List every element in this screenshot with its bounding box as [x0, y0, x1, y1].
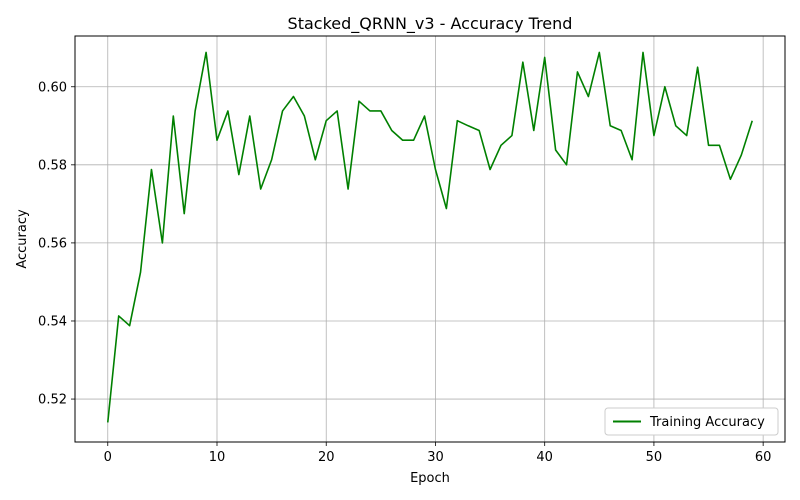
x-axis-label: Epoch [410, 471, 450, 486]
x-tick-label: 0 [104, 450, 112, 465]
x-tick-label: 60 [755, 450, 772, 465]
legend-box [604, 407, 779, 436]
y-tick-label: 0.58 [38, 158, 67, 173]
y-axis-ticks: 0.52 0.54 0.56 0.58 0.60 [38, 80, 75, 408]
y-tick-label: 0.56 [38, 236, 67, 251]
y-axis-label: Accuracy [15, 209, 30, 269]
x-tick-label: 50 [646, 450, 663, 465]
y-tick-label: 0.54 [38, 314, 67, 329]
x-axis-ticks: 0 10 20 30 40 50 60 [104, 442, 772, 465]
chart-title: Stacked_QRNN_v3 - Accuracy Trend [288, 14, 573, 34]
x-tick-label: 30 [427, 450, 444, 465]
x-tick-label: 20 [318, 450, 335, 465]
legend: Training Accuracy [604, 407, 779, 436]
plot-frame [74, 35, 786, 443]
series-lines [106, 51, 753, 423]
series-line-training-accuracy [106, 51, 753, 423]
y-tick-label: 0.52 [38, 393, 67, 408]
y-tick-label: 0.60 [38, 80, 67, 95]
legend-entry-label: Training Accuracy [649, 415, 765, 430]
x-tick-label: 10 [209, 450, 226, 465]
x-tick-label: 40 [536, 450, 553, 465]
grid [75, 36, 785, 442]
